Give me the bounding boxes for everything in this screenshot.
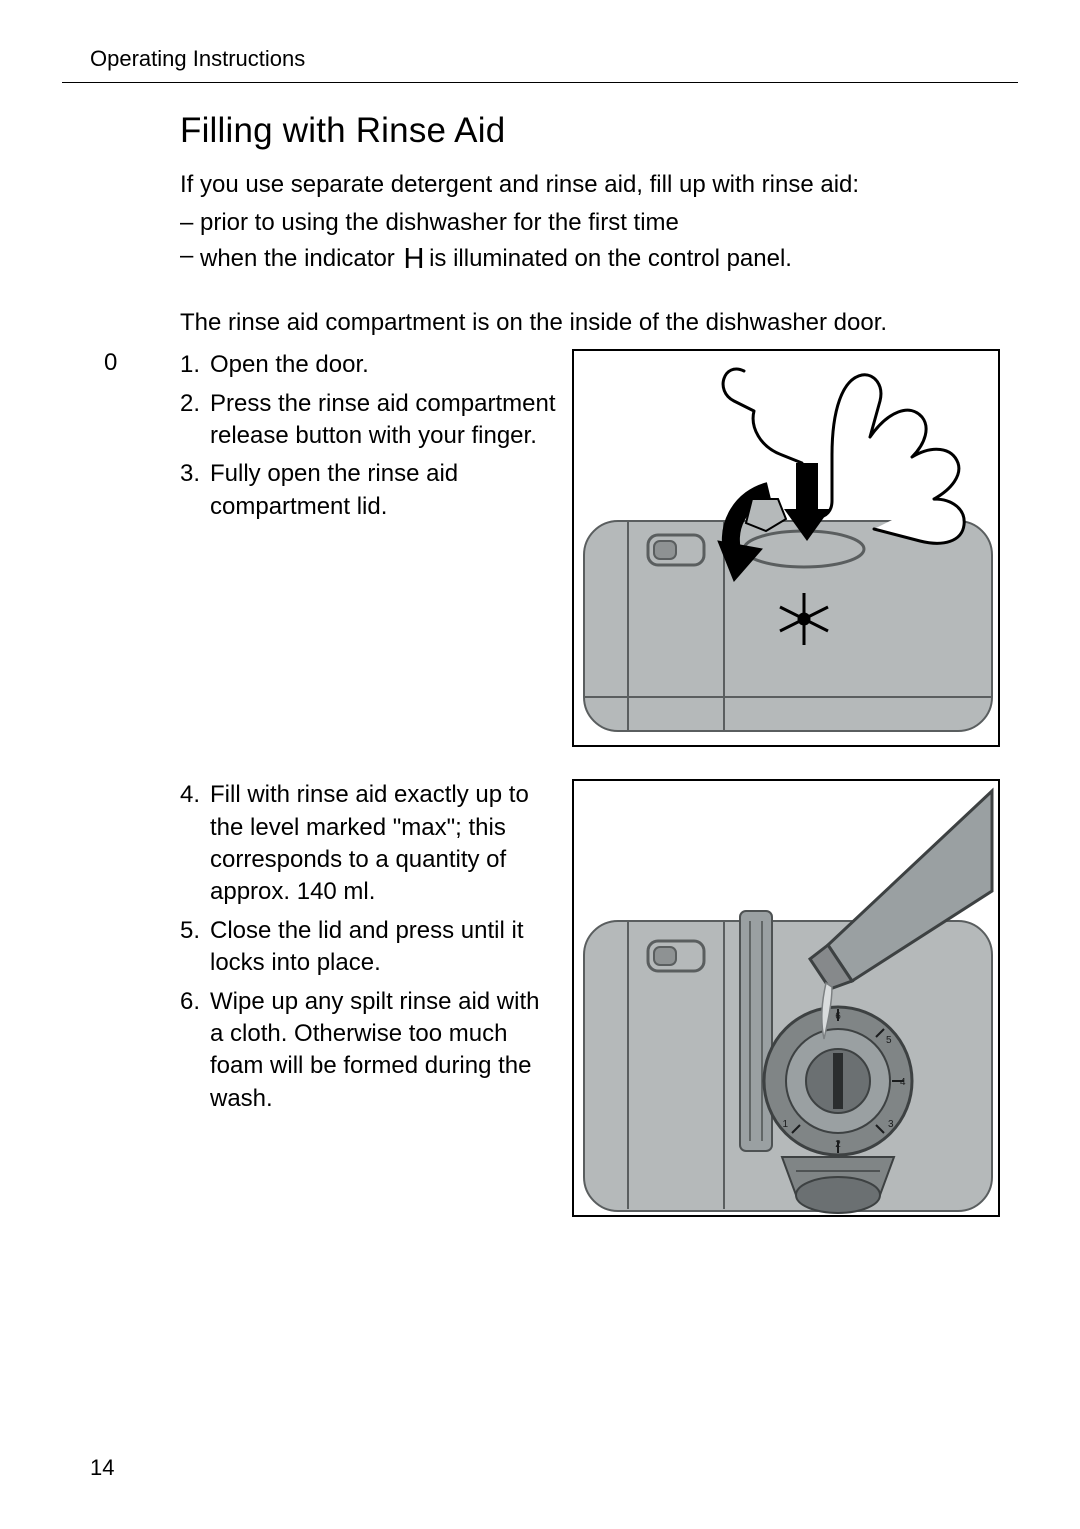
- svg-text:4: 4: [900, 1077, 906, 1088]
- bullet-text: when the indicator H is illuminated on t…: [200, 240, 792, 279]
- rinse-aid-press-icon: [574, 351, 1000, 747]
- columns-1: Open the door. Press the rinse aid compa…: [180, 349, 1000, 747]
- bullet-dash: –: [180, 207, 200, 239]
- steps-text-2: Fill with rinse aid exactly up to the le…: [180, 779, 558, 1121]
- steps-text-1: Open the door. Press the rinse aid compa…: [180, 349, 558, 529]
- figure-2: 6 5 4 3 2 1: [572, 779, 1000, 1217]
- location-note: The rinse aid compartment is on the insi…: [180, 307, 1000, 339]
- rinse-aid-fill-icon: 6 5 4 3 2 1: [574, 781, 1000, 1217]
- intro-text: If you use separate detergent and rinse …: [180, 169, 1000, 201]
- manual-page: Operating Instructions Filling with Rins…: [0, 0, 1080, 1529]
- figure-1: [572, 349, 1000, 747]
- step-item: Close the lid and press until it locks i…: [180, 915, 558, 980]
- figure-1-wrap: [572, 349, 1000, 747]
- indicator-icon: H: [401, 240, 422, 279]
- step-item: Fully open the rinse aid compartment lid…: [180, 458, 558, 523]
- steps-block-1: 0 Open the door. Press the rinse aid com…: [180, 349, 1000, 1217]
- step-item: Open the door.: [180, 349, 558, 381]
- page-number: 14: [90, 1455, 114, 1481]
- rinse-aid-dial-icon: 6 5 4 3 2 1: [764, 1007, 912, 1155]
- step-item: Press the rinse aid compartment release …: [180, 388, 558, 453]
- bullet-text: prior to using the dishwasher for the fi…: [200, 207, 679, 239]
- columns-2: Fill with rinse aid exactly up to the le…: [180, 779, 1000, 1217]
- steps-list-b: Fill with rinse aid exactly up to the le…: [180, 779, 558, 1115]
- steps-list-a: Open the door. Press the rinse aid compa…: [180, 349, 558, 523]
- svg-text:5: 5: [886, 1035, 892, 1046]
- section-header: Operating Instructions: [90, 46, 1000, 72]
- bullet-text-before: when the indicator: [200, 245, 401, 272]
- bullet-list: – prior to using the dishwasher for the …: [180, 207, 1000, 279]
- step-item: Wipe up any spilt rinse aid with a cloth…: [180, 986, 558, 1116]
- content-area: Filling with Rinse Aid If you use separa…: [180, 83, 1000, 1217]
- margin-marker: 0: [104, 349, 117, 377]
- bullet-item: – when the indicator H is illuminated on…: [180, 240, 1000, 279]
- bullet-dash: –: [180, 240, 200, 279]
- step-item: Fill with rinse aid exactly up to the le…: [180, 779, 558, 909]
- page-title: Filling with Rinse Aid: [180, 111, 1000, 151]
- svg-text:1: 1: [782, 1119, 788, 1130]
- bullet-item: – prior to using the dishwasher for the …: [180, 207, 1000, 239]
- bullet-text-after: is illuminated on the control panel.: [422, 245, 792, 272]
- svg-text:3: 3: [888, 1119, 894, 1130]
- figure-2-wrap: 6 5 4 3 2 1: [572, 779, 1000, 1217]
